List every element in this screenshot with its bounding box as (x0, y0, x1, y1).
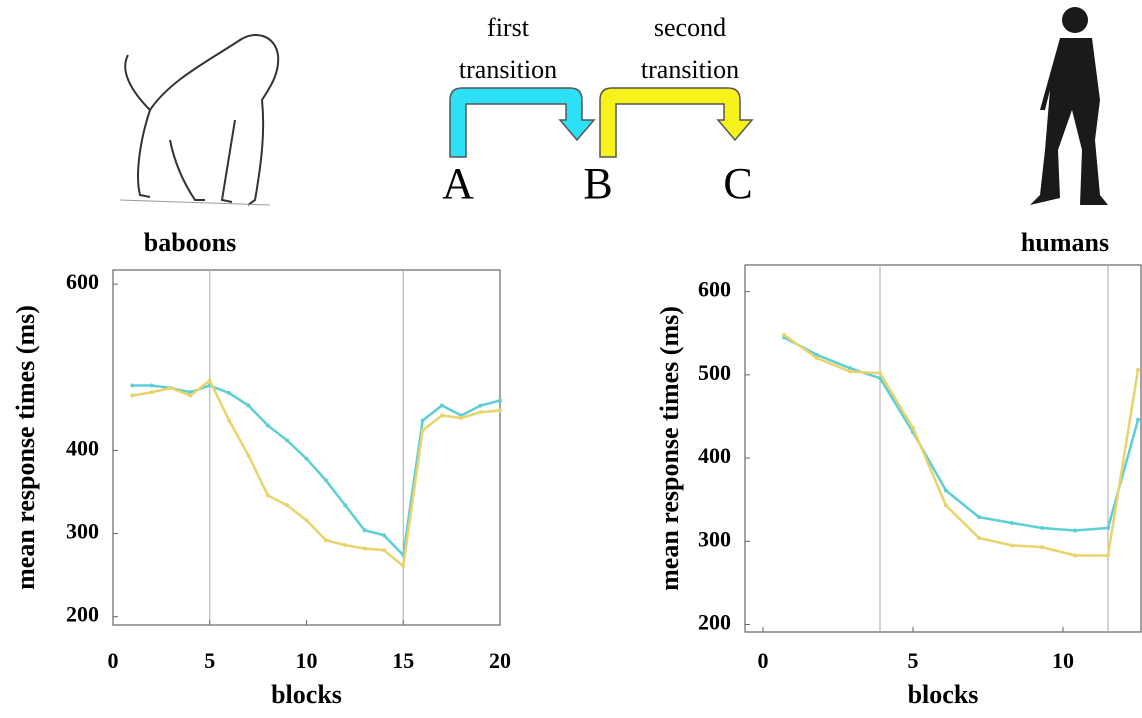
y-tick-label: 400 (698, 443, 731, 468)
series-line (783, 336, 1140, 532)
data-point (478, 410, 483, 415)
human-icon (1030, 7, 1108, 205)
baboon-icon (119, 34, 280, 206)
data-point (1073, 553, 1077, 558)
data-point (207, 378, 212, 383)
transition-label: second (654, 13, 726, 42)
data-point (1040, 525, 1044, 530)
x-tick-label: 15 (392, 648, 414, 673)
data-point (130, 383, 135, 388)
data-point (815, 352, 819, 357)
data-point (977, 515, 981, 520)
chart-title: baboons (144, 228, 237, 257)
data-point (246, 453, 251, 458)
data-point (1136, 417, 1140, 422)
data-point (401, 563, 406, 568)
data-point (246, 403, 251, 408)
data-point (381, 548, 386, 553)
y-tick-label: 600 (66, 269, 99, 294)
data-point (815, 356, 819, 361)
data-point (130, 393, 135, 398)
data-point (439, 413, 444, 418)
plot-frame (112, 269, 501, 626)
data-point (1040, 545, 1044, 550)
data-point (265, 423, 270, 428)
data-point (420, 428, 425, 433)
data-point (323, 478, 328, 483)
y-tick-label: 300 (66, 519, 99, 544)
data-point (1136, 367, 1140, 372)
data-point (323, 538, 328, 543)
data-point (944, 488, 948, 493)
data-point (362, 546, 367, 551)
x-axis-label: blocks (271, 680, 342, 709)
data-point (169, 386, 174, 391)
data-point (944, 503, 948, 508)
data-point (1106, 525, 1110, 530)
data-point (149, 390, 154, 395)
data-point (265, 493, 270, 498)
data-point (498, 398, 502, 403)
node-label: C (723, 159, 752, 208)
transition-label: transition (459, 55, 557, 84)
data-point (848, 369, 852, 374)
transition-label: transition (641, 55, 739, 84)
data-point (381, 533, 386, 538)
data-point (1010, 520, 1014, 525)
data-point (285, 438, 290, 443)
data-point (977, 535, 981, 540)
y-tick-label: 300 (698, 526, 731, 551)
y-axis-label: mean response times (ms) (655, 306, 684, 591)
data-point (227, 391, 232, 396)
data-point (188, 393, 193, 398)
data-point (149, 383, 154, 388)
series-line (783, 333, 1140, 557)
y-tick-label: 500 (698, 360, 731, 385)
y-tick-label: 400 (66, 435, 99, 460)
x-tick-label: 0 (108, 648, 119, 673)
data-point (1010, 543, 1014, 548)
data-point (362, 528, 367, 533)
data-point (1106, 553, 1110, 558)
y-tick-label: 200 (698, 610, 731, 635)
data-point (285, 503, 290, 508)
transition-label: first (487, 13, 530, 42)
data-point (304, 518, 309, 523)
plot-frame (744, 264, 1142, 633)
transition-arrows (449, 87, 754, 158)
data-point (478, 403, 483, 408)
data-point (343, 503, 348, 508)
y-tick-label: 200 (66, 602, 99, 627)
x-tick-label: 10 (1052, 648, 1074, 673)
node-label: A (442, 159, 474, 208)
x-tick-label: 5 (204, 648, 215, 673)
x-tick-label: 5 (908, 648, 919, 673)
x-tick-label: 0 (758, 648, 769, 673)
data-point (1073, 528, 1077, 533)
data-point (878, 371, 882, 376)
data-point (304, 456, 309, 461)
data-point (498, 408, 502, 413)
data-point (227, 418, 232, 423)
data-point (439, 403, 444, 408)
data-point (343, 543, 348, 548)
data-point (848, 366, 852, 371)
data-point (911, 426, 915, 431)
node-label: B (583, 159, 612, 208)
x-tick-label: 10 (296, 648, 318, 673)
chart-title: humans (1021, 228, 1109, 257)
series-line (132, 378, 501, 569)
data-point (420, 418, 425, 423)
data-point (782, 332, 786, 337)
y-tick-label: 600 (698, 277, 731, 302)
series-line (132, 384, 501, 558)
x-tick-label: 20 (489, 648, 511, 673)
data-point (459, 415, 464, 420)
x-axis-label: blocks (908, 680, 979, 709)
y-axis-label: mean response times (ms) (11, 305, 40, 590)
